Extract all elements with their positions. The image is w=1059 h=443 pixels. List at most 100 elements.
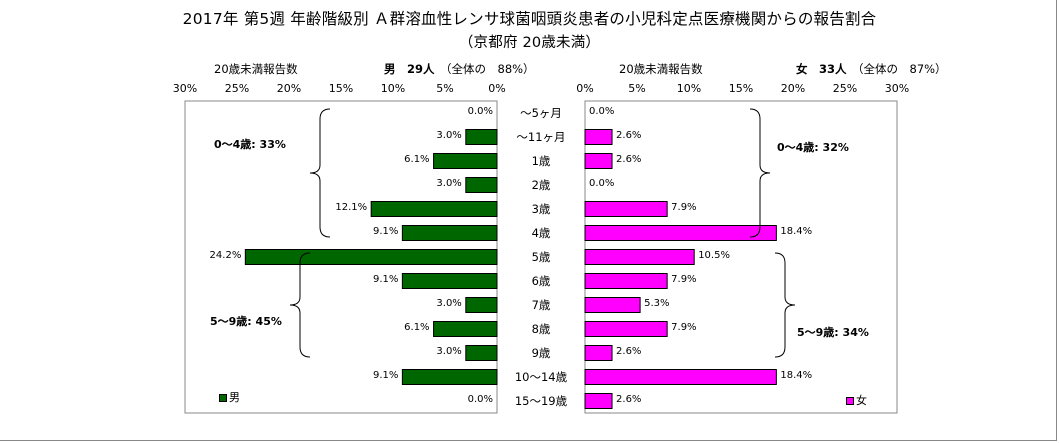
- male-share: （全体の 88%）: [440, 62, 535, 76]
- male-bar: [465, 129, 498, 145]
- female-data-label: 2.6%: [616, 346, 642, 357]
- male-data-label: 24.2%: [209, 250, 242, 261]
- female-tick-label: 5%: [628, 82, 646, 95]
- male-tick-label: 0%: [488, 82, 506, 95]
- female-data-label: 0.0%: [589, 178, 615, 189]
- female-0-4-brace: [749, 108, 771, 238]
- male-tick-label: 5%: [436, 82, 454, 95]
- male-data-label: 9.1%: [372, 370, 399, 381]
- female-tick-label: 10%: [676, 82, 702, 95]
- male-count: 男 29人: [384, 62, 435, 76]
- female-data-label: 7.9%: [671, 202, 697, 213]
- male-legend-label: 男: [229, 391, 240, 404]
- female-bar: [584, 129, 613, 145]
- category-label: 3歳: [531, 202, 551, 216]
- male-tick-label: 10%: [380, 82, 406, 95]
- category-label: 8歳: [531, 322, 551, 336]
- female-bar: [584, 393, 613, 409]
- male-data-label: 3.0%: [436, 346, 462, 357]
- male-tick-label: 20%: [276, 82, 302, 95]
- male-bar: [401, 273, 498, 289]
- male-0-4-brace: [309, 108, 331, 238]
- male-bar: [433, 321, 498, 337]
- female-bar: [584, 201, 668, 217]
- male-bar: [465, 297, 498, 313]
- male-data-label: 9.1%: [372, 274, 399, 285]
- female-tick-label: 0%: [576, 82, 594, 95]
- category-label: ～11ヶ月: [516, 130, 566, 144]
- chart-title: 2017年 第5週 年齢階級別 Ａ群溶血性レンサ球菌咽頭炎患者の小児科定点医療機…: [182, 10, 877, 28]
- female-bar: [584, 321, 668, 337]
- male-header-label: 20歳未満報告数: [214, 62, 298, 76]
- male-data-label: 3.0%: [436, 298, 462, 309]
- male-data-label: 6.1%: [404, 322, 430, 333]
- male-data-label: 0.0%: [467, 106, 493, 117]
- male-bar: [244, 249, 498, 265]
- female-data-label: 18.4%: [780, 226, 813, 237]
- male-data-label: 12.1%: [335, 202, 368, 213]
- female-data-label: 18.4%: [780, 370, 813, 381]
- female-5-9-annotation: 5～9歳: 34%: [797, 326, 869, 339]
- male-bar: [401, 225, 498, 241]
- female-data-label: 7.9%: [671, 274, 697, 285]
- male-data-label: 3.0%: [436, 178, 462, 189]
- male-data-label: 9.1%: [372, 226, 399, 237]
- female-share: （全体の 87%）: [852, 62, 947, 76]
- male-legend-swatch: [219, 394, 227, 402]
- female-bar: [584, 345, 613, 361]
- female-bar: [584, 369, 777, 385]
- category-label: 4歳: [531, 226, 551, 240]
- female-bar: [584, 273, 668, 289]
- chart-subtitle: （京都府 20歳未満）: [458, 35, 601, 51]
- category-label: ～5ヶ月: [520, 106, 562, 120]
- male-bar: [401, 369, 498, 385]
- female-data-label: 2.6%: [616, 394, 642, 405]
- male-tick-label: 25%: [224, 82, 250, 95]
- female-tick-label: 15%: [728, 82, 754, 95]
- category-label: 7歳: [531, 298, 551, 312]
- category-label: 1歳: [531, 154, 551, 168]
- female-tick-label: 30%: [884, 82, 910, 95]
- male-bar: [433, 153, 498, 169]
- male-bar: [465, 177, 498, 193]
- female-legend: 女: [846, 392, 867, 408]
- female-data-label: 10.5%: [698, 250, 730, 261]
- female-data-label: 7.9%: [671, 322, 697, 333]
- male-5-9-brace: [289, 252, 311, 358]
- category-label: 15～19歳: [514, 394, 568, 408]
- male-5-9-annotation: 5～9歳: 45%: [210, 315, 282, 328]
- category-label: 10～14歳: [514, 370, 568, 384]
- male-bar: [465, 345, 498, 361]
- category-label: 5歳: [531, 250, 551, 264]
- category-label: 9歳: [531, 346, 551, 360]
- female-bar: [584, 249, 695, 265]
- female-bar: [584, 153, 613, 169]
- female-data-label: 0.0%: [589, 106, 615, 117]
- male-tick-label: 15%: [328, 82, 354, 95]
- female-tick-label: 25%: [832, 82, 858, 95]
- female-bar: [584, 225, 777, 241]
- female-0-4-annotation: 0～4歳: 32%: [777, 141, 849, 154]
- category-label: 2歳: [531, 178, 551, 192]
- male-tick-label: 30%: [172, 82, 198, 95]
- female-data-label: 2.6%: [616, 130, 642, 141]
- female-bar: [584, 297, 641, 313]
- female-legend-label: 女: [856, 394, 867, 407]
- female-count: 女 33人: [796, 62, 847, 76]
- male-bar: [370, 201, 498, 217]
- female-tick-label: 20%: [780, 82, 806, 95]
- female-legend-swatch: [846, 397, 854, 405]
- female-header-label: 20歳未満報告数: [619, 62, 703, 76]
- category-label: 6歳: [531, 274, 551, 288]
- male-data-label: 6.1%: [404, 154, 430, 165]
- male-legend: 男: [219, 389, 240, 405]
- male-data-label: 0.0%: [467, 394, 493, 405]
- male-data-label: 3.0%: [436, 130, 462, 141]
- female-data-label: 5.3%: [644, 298, 670, 309]
- female-data-label: 2.6%: [616, 154, 642, 165]
- male-0-4-annotation: 0～4歳: 33%: [214, 138, 286, 151]
- female-5-9-brace: [774, 252, 796, 358]
